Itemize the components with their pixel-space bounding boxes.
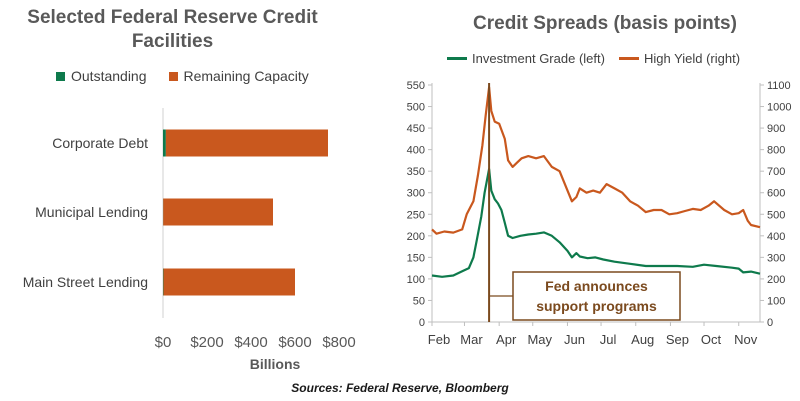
right-ytick-label: 1000 — [767, 102, 791, 114]
legend-ig-swatch — [447, 57, 467, 60]
left-xtick-label: $600 — [278, 334, 311, 351]
left-category-label: Municipal Lending — [35, 204, 148, 220]
high-yield-line — [431, 86, 761, 235]
left-xtick-label: $200 — [190, 334, 223, 351]
x-month-label: Apr — [496, 332, 517, 347]
left-ytick-label: 150 — [407, 252, 425, 264]
bar-remaining-capacity — [165, 129, 328, 157]
left-xaxis-label: Billions — [250, 356, 301, 372]
annotation-text-line1: Fed announces — [545, 278, 648, 294]
x-month-label: May — [527, 332, 552, 347]
left-xtick-label: $0 — [155, 334, 172, 351]
x-month-label: Mar — [460, 332, 483, 347]
left-ytick-label: 50 — [413, 295, 425, 307]
right-ytick-label: 0 — [767, 317, 773, 329]
right-ytick-label: 700 — [767, 166, 785, 178]
right-ytick-label: 300 — [767, 252, 785, 264]
left-legend: Outstanding Remaining Capacity — [56, 68, 309, 84]
x-month-label: Aug — [631, 332, 654, 347]
left-ytick-label: 550 — [407, 80, 425, 92]
annotation-text-line2: support programs — [536, 298, 657, 314]
right-legend: Investment Grade (left) High Yield (righ… — [447, 51, 740, 66]
bar-outstanding — [163, 129, 166, 157]
left-xtick-label: $800 — [322, 334, 355, 351]
bar-remaining-capacity — [163, 268, 295, 296]
x-month-label: Sep — [666, 332, 689, 347]
annotation-box — [512, 271, 681, 321]
right-ytick-label: 800 — [767, 145, 785, 157]
left-ytick-label: 450 — [407, 123, 425, 135]
x-month-label: Jun — [564, 332, 585, 347]
legend-hy-label: High Yield (right) — [643, 51, 741, 66]
x-month-label: Nov — [734, 332, 758, 347]
right-ytick-label: 1100 — [767, 80, 791, 92]
left-category-label: Corporate Debt — [52, 135, 148, 151]
left-ytick-label: 200 — [407, 231, 425, 243]
right-ytick-label: 900 — [767, 123, 785, 135]
x-month-label: Jul — [600, 332, 617, 347]
legend-capacity-swatch — [168, 71, 178, 81]
left-ytick-label: 0 — [419, 317, 425, 329]
legend-ig-label: Investment Grade (left) — [472, 51, 605, 66]
left-xtick-label: $400 — [234, 334, 267, 351]
legend-capacity-label: Remaining Capacity — [183, 68, 309, 84]
right-ytick-label: 100 — [767, 295, 785, 307]
left-chart-title: Selected Federal Reserve Credit Faciliti… — [27, 7, 318, 52]
source-note: Sources: Federal Reserve, Bloomberg — [291, 381, 509, 395]
investment-grade-line — [431, 167, 761, 278]
right-ytick-label: 600 — [767, 188, 785, 200]
right-chart-title: Credit Spreads (basis points) — [473, 13, 737, 34]
x-month-label: Oct — [701, 332, 722, 347]
left-ytick-label: 400 — [407, 145, 425, 157]
left-category-label: Main Street Lending — [23, 274, 148, 290]
left-ytick-label: 350 — [407, 166, 425, 178]
left-ytick-label: 100 — [407, 274, 425, 286]
right-ytick-label: 200 — [767, 274, 785, 286]
bar-remaining-capacity — [163, 198, 273, 226]
left-ytick-label: 500 — [407, 102, 425, 114]
right-ytick-label: 500 — [767, 209, 785, 221]
right-ytick-label: 400 — [767, 231, 785, 243]
legend-hy-swatch — [618, 57, 639, 60]
left-ytick-label: 300 — [407, 188, 425, 200]
legend-outstanding-label: Outstanding — [71, 68, 147, 84]
left-ytick-label: 250 — [407, 209, 425, 221]
legend-outstanding-swatch — [56, 71, 65, 81]
x-month-label: Feb — [428, 332, 450, 347]
